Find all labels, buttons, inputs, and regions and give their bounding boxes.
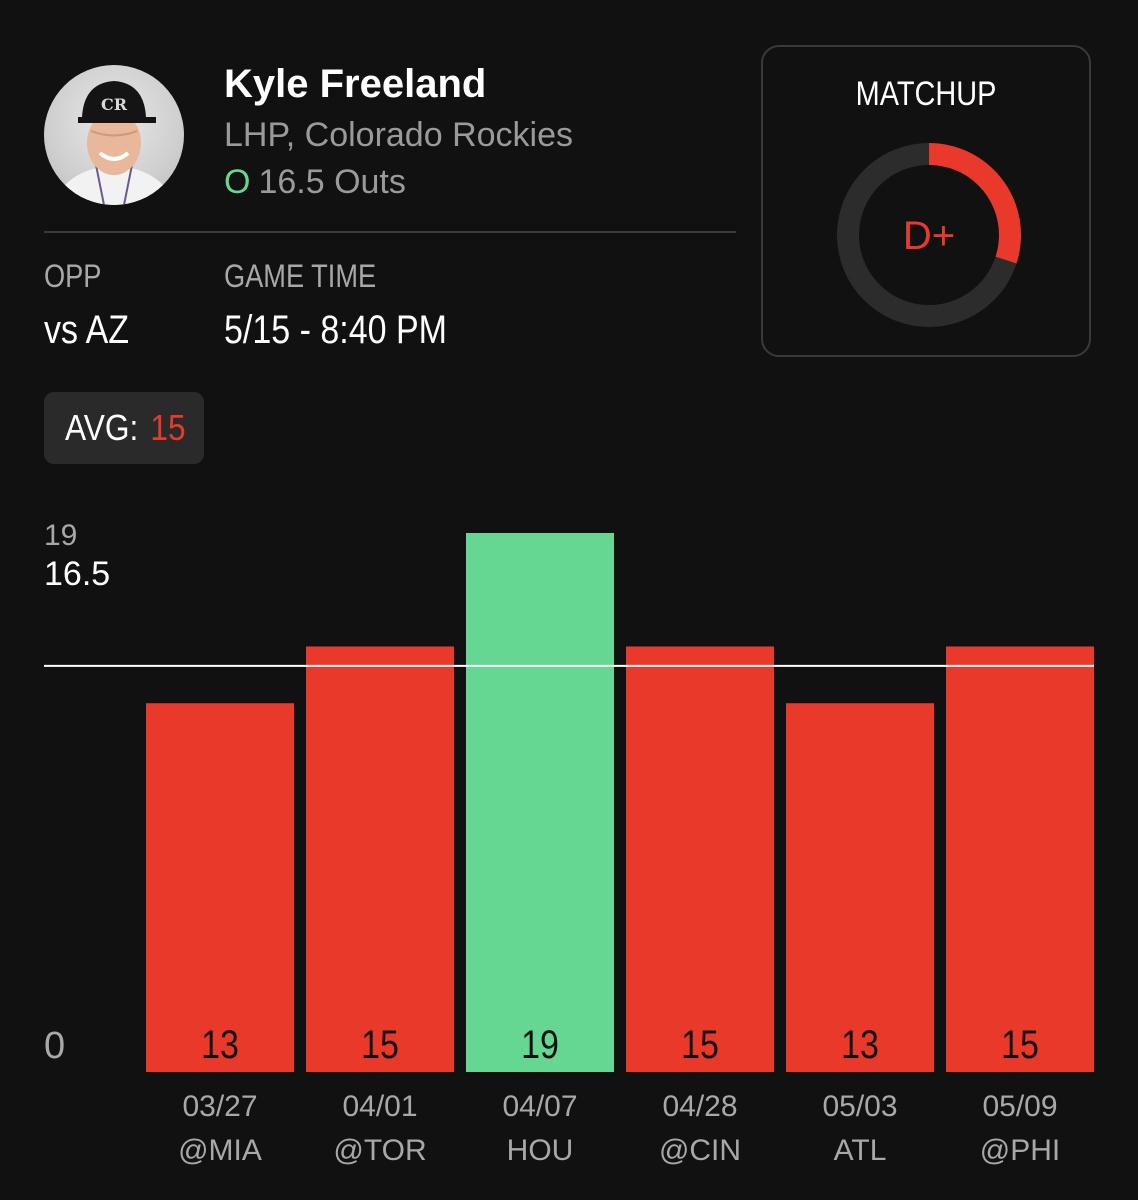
player-avatar: CR: [44, 65, 184, 205]
bar-value-label: 13: [201, 1021, 239, 1066]
bar-value-label: 13: [841, 1021, 879, 1066]
x-tick-opponent: @MIA: [178, 1134, 262, 1167]
bar-05/09: [946, 646, 1094, 1072]
player-team: LHP, Colorado Rockies: [224, 116, 573, 154]
bar-value-label: 15: [681, 1021, 719, 1066]
matchup-title: MATCHUP: [855, 75, 997, 113]
x-tick-date: 04/07: [502, 1090, 577, 1123]
y-tick-zero: 0: [44, 1025, 65, 1067]
average-label: AVG:: [65, 407, 139, 448]
opp-value: vs AZ: [44, 308, 130, 352]
x-tick-date: 04/28: [662, 1090, 737, 1123]
bar-04/07: [466, 533, 614, 1072]
game-time-label: GAME TIME: [224, 258, 377, 294]
matchup-card[interactable]: MATCHUP D+: [761, 45, 1091, 357]
matchup-grade: D+: [903, 214, 955, 258]
prop-text: 16.5 Outs: [258, 163, 406, 201]
prop-side: O: [224, 163, 251, 201]
bar-05/03: [786, 703, 934, 1072]
svg-text:CR: CR: [101, 95, 128, 114]
player-name: Kyle Freeland: [224, 62, 487, 106]
x-tick-date: 05/09: [982, 1090, 1057, 1123]
x-tick-date: 04/01: [342, 1090, 417, 1123]
y-tick-max: 19: [44, 519, 77, 552]
x-tick-opponent: ATL: [834, 1134, 887, 1167]
prop-line: O 16.5 Outs: [224, 163, 406, 202]
bar-value-label: 15: [1001, 1021, 1039, 1066]
average-badge: AVG: 15: [44, 392, 204, 464]
average-value: 15: [150, 407, 186, 448]
x-tick-opponent: @PHI: [980, 1134, 1060, 1167]
player-photo-icon: CR: [54, 81, 174, 205]
x-tick-opponent: HOU: [507, 1134, 574, 1167]
x-tick-date: 05/03: [822, 1090, 897, 1123]
game-time-value: 5/15 - 8:40 PM: [224, 308, 448, 352]
ring-fill: [837, 143, 1021, 327]
opp-label: OPP: [44, 258, 102, 294]
bar-04/28: [626, 646, 774, 1072]
bar-03/27: [146, 703, 294, 1072]
x-tick-opponent: @CIN: [659, 1134, 741, 1167]
bar-value-label: 15: [361, 1021, 399, 1066]
x-tick-opponent: @TOR: [333, 1134, 426, 1167]
bar-04/01: [306, 646, 454, 1072]
bar-value-label: 19: [521, 1021, 559, 1066]
x-tick-date: 03/27: [182, 1090, 257, 1123]
header-divider: [44, 231, 736, 233]
threshold-label: 16.5: [44, 555, 110, 593]
matchup-grade-ring: D+: [837, 143, 1021, 327]
